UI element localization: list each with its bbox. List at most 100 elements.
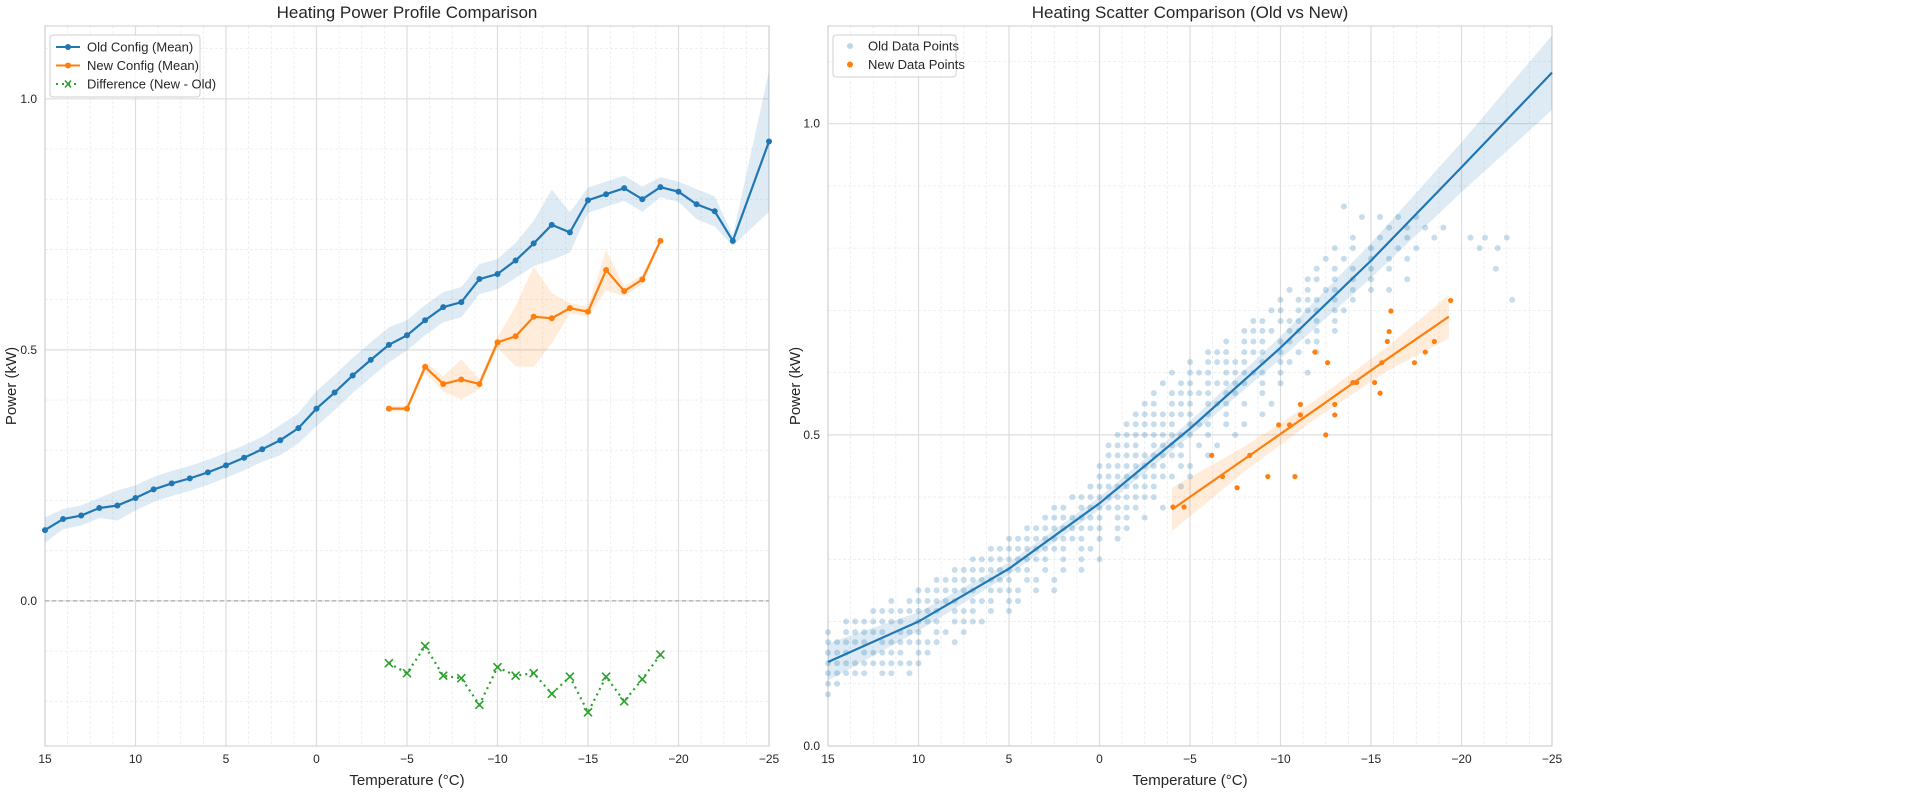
old-data-point: [834, 680, 841, 687]
old-data-point: [1205, 390, 1212, 397]
old-data-point: [1042, 545, 1049, 552]
old-data-point: [1250, 349, 1257, 356]
old-config-point: [422, 317, 429, 324]
old-data-point: [1241, 359, 1248, 366]
old-data-point: [906, 670, 913, 677]
old-data-point: [1006, 587, 1012, 594]
new-data-point: [1353, 379, 1360, 386]
old-data-point: [879, 639, 886, 646]
old-data-point: [1277, 307, 1284, 314]
old-data-point: [1196, 390, 1203, 397]
old-data-point: [1205, 359, 1212, 366]
old-data-point: [1123, 462, 1130, 469]
old-data-point: [1223, 359, 1230, 366]
old-data-point: [1313, 276, 1320, 283]
old-data-point: [978, 598, 985, 605]
old-data-point: [960, 587, 967, 594]
legend-x-marker: [64, 80, 72, 88]
old-data-point: [1159, 452, 1166, 459]
old-config-point: [404, 332, 410, 339]
old-data-point: [1395, 245, 1402, 252]
old-config-point: [168, 480, 175, 487]
old-data-point: [1141, 514, 1148, 521]
old-data-point: [987, 566, 994, 573]
left-x-tick-label: −10: [487, 752, 508, 766]
difference-point: [402, 668, 412, 678]
old-data-point: [1024, 535, 1031, 542]
old-data-point: [1187, 369, 1193, 376]
old-config-point: [693, 201, 700, 208]
old-data-point: [1277, 380, 1284, 387]
old-config-point: [675, 188, 682, 195]
new-data-point: [1297, 401, 1304, 407]
difference-point: [456, 673, 466, 683]
old-data-point: [1114, 494, 1121, 501]
old-config-point: [331, 389, 338, 396]
old-data-point: [1250, 317, 1257, 324]
old-data-point: [1006, 545, 1012, 552]
old-data-point: [1331, 286, 1338, 293]
old-data-point: [1177, 400, 1184, 407]
old-data-point: [888, 670, 895, 677]
old-data-point: [951, 566, 958, 573]
old-data-point: [852, 629, 859, 636]
old-data-point: [933, 598, 940, 605]
old-config-point: [223, 462, 229, 469]
old-data-point: [1114, 462, 1121, 469]
old-data-point: [1078, 525, 1085, 532]
old-data-point: [1105, 442, 1112, 449]
old-data-point: [1241, 338, 1248, 345]
new-data-point: [1292, 473, 1298, 480]
old-data-point: [1132, 504, 1139, 511]
old-data-point: [1349, 245, 1356, 252]
old-data-point: [879, 618, 886, 625]
right-x-tick-label: 10: [912, 752, 926, 766]
old-data-point: [1196, 442, 1203, 449]
old-data-point: [1159, 442, 1166, 449]
old-data-point: [1015, 535, 1022, 542]
old-data-point: [1096, 514, 1103, 521]
old-data-point: [1141, 473, 1148, 480]
old-data-point: [861, 660, 868, 667]
new-config-point: [639, 276, 646, 283]
old-data-point: [1368, 276, 1374, 283]
right-legend: Old Data Points New Data Points: [832, 34, 965, 78]
old-data-point: [1331, 276, 1338, 283]
old-data-point: [1114, 535, 1121, 542]
old-config-point: [241, 454, 248, 461]
new-config-point: [585, 308, 591, 315]
old-data-point: [1331, 307, 1338, 314]
old-data-point: [1232, 390, 1239, 397]
old-data-point: [1051, 504, 1058, 511]
old-data-point: [1150, 442, 1157, 449]
old-config-point: [766, 138, 772, 145]
new-config-point: [476, 380, 483, 387]
old-data-point: [1042, 566, 1049, 573]
new-config-point: [548, 315, 555, 322]
old-data-point: [1331, 265, 1338, 272]
old-data-point: [1422, 224, 1429, 231]
old-data-point: [1078, 545, 1085, 552]
old-data-point: [987, 607, 994, 614]
old-data-point: [1232, 359, 1239, 366]
old-data-point: [834, 670, 841, 677]
old-data-point: [1123, 421, 1130, 428]
old-config-point: [114, 502, 121, 509]
old-data-point: [825, 649, 831, 656]
legend-label: Old Config (Mean): [87, 40, 193, 55]
difference-point: [547, 689, 557, 699]
old-data-point: [969, 598, 976, 605]
old-data-point: [969, 607, 976, 614]
old-data-point: [879, 660, 886, 667]
old-data-point: [1259, 327, 1266, 334]
old-data-point: [1313, 327, 1320, 334]
old-config-point: [603, 191, 610, 198]
old-data-point: [951, 587, 958, 594]
old-data-point: [1096, 556, 1103, 563]
new-data-point: [1219, 473, 1226, 480]
old-data-point: [1150, 431, 1157, 438]
old-data-point: [897, 649, 904, 656]
old-data-point: [942, 576, 949, 583]
old-data-point: [915, 649, 922, 656]
old-data-point: [1168, 411, 1175, 418]
